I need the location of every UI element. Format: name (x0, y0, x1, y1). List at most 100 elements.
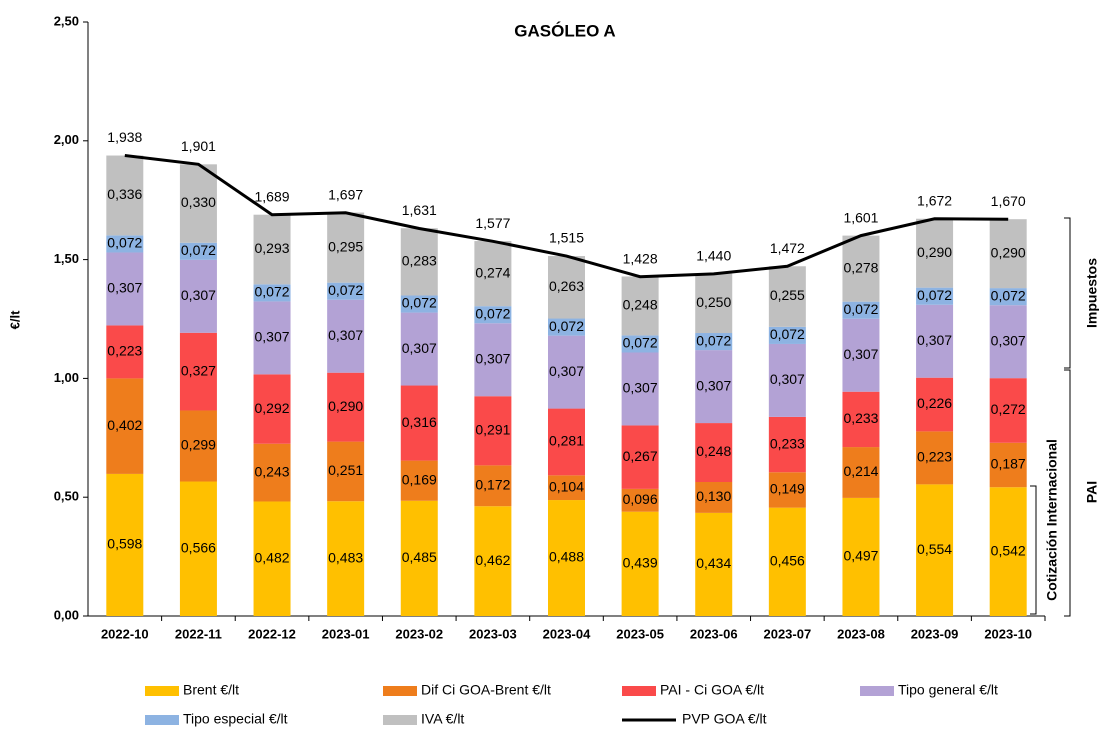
bar-segment (916, 218, 954, 288)
line-value-label: 1,631 (402, 202, 437, 218)
bar-segment (179, 259, 217, 333)
value-label: 0,169 (402, 471, 437, 487)
bar-segment (621, 335, 659, 353)
line-value-label: 1,440 (696, 248, 731, 264)
value-label: 0,072 (181, 242, 216, 258)
value-label: 0,554 (917, 541, 952, 557)
y-tick-label: 2,50 (54, 13, 79, 28)
value-label: 0,316 (402, 414, 437, 430)
line-value-label: 1,428 (623, 250, 658, 266)
value-label: 0,072 (843, 301, 878, 317)
value-label: 0,072 (255, 284, 290, 300)
value-label: 0,290 (917, 244, 952, 260)
bar-segment (179, 332, 217, 411)
bar-segment (842, 391, 880, 448)
value-label: 0,283 (402, 253, 437, 269)
x-tick-label: 2022-11 (175, 626, 222, 641)
value-label: 0,072 (917, 287, 952, 303)
value-label: 0,223 (107, 343, 142, 359)
value-label: 0,434 (696, 555, 731, 571)
value-label: 0,290 (328, 398, 363, 414)
bracket (1064, 217, 1071, 369)
bar-segment (989, 219, 1027, 289)
bracket (1064, 369, 1071, 617)
annotation: Cotización Internacional (1044, 439, 1060, 601)
value-label: 0,149 (770, 481, 805, 497)
y-tick-label: 0,50 (54, 489, 79, 504)
bar-segment (916, 431, 954, 485)
value-label: 0,462 (475, 552, 510, 568)
value-label: 0,281 (549, 433, 584, 449)
bar-segment (253, 214, 291, 285)
bar-segment (989, 442, 1027, 488)
bar-segment (548, 475, 585, 501)
bar-segment (474, 465, 512, 507)
bar-segment (621, 425, 659, 489)
annotation: Impuestos (1084, 258, 1099, 328)
value-label: 0,248 (696, 443, 731, 459)
line-value-label: 1,515 (549, 230, 584, 246)
bar-segment (695, 481, 733, 513)
legend-label: Tipo especial €/lt (183, 711, 288, 727)
bar-segment (621, 488, 659, 512)
value-label: 0,307 (843, 346, 878, 362)
line-value-label: 1,697 (328, 186, 363, 202)
value-label: 0,327 (181, 362, 216, 378)
value-label: 0,307 (696, 377, 731, 393)
value-label: 0,096 (623, 491, 658, 507)
bar-segment (548, 256, 585, 319)
bar-segment (916, 377, 954, 432)
bar-segment (989, 378, 1027, 443)
value-label: 0,272 (991, 401, 1026, 417)
value-label: 0,072 (328, 282, 363, 298)
bar-segment (327, 212, 365, 283)
x-tick-label: 2023-02 (395, 626, 443, 641)
line-value-label: 1,577 (475, 215, 510, 231)
line-value-label: 1,689 (255, 188, 290, 204)
bar-segment (548, 500, 585, 616)
value-label: 0,243 (255, 463, 290, 479)
line-value-label: 1,901 (181, 138, 216, 154)
legend-swatch (145, 686, 179, 696)
bracket (1030, 485, 1037, 615)
bar-segment (400, 228, 438, 296)
legend-swatch (860, 686, 894, 696)
bar-segment (179, 481, 217, 616)
legend-swatch (622, 686, 656, 696)
value-label: 0,223 (917, 449, 952, 465)
value-label: 0,072 (475, 305, 510, 321)
legend-swatch (383, 715, 417, 725)
value-label: 0,482 (255, 549, 290, 565)
value-label: 0,542 (991, 542, 1026, 558)
bar-segment (179, 242, 217, 260)
value-label: 0,291 (475, 421, 510, 437)
x-tick-label: 2023-10 (984, 626, 1032, 641)
value-label: 0,307 (623, 380, 658, 396)
bar-segment (989, 288, 1027, 306)
bar-segment (842, 235, 880, 302)
value-label: 0,072 (623, 335, 658, 351)
x-tick-label: 2022-10 (101, 626, 149, 641)
line-value-label: 1,670 (991, 193, 1026, 209)
value-label: 0,292 (255, 400, 290, 416)
bar-segment (106, 235, 144, 253)
value-label: 0,483 (328, 549, 363, 565)
bar-segment (253, 501, 291, 616)
bar-segment (916, 304, 954, 378)
annotation: PAI (1084, 481, 1099, 503)
bar-segment (106, 473, 144, 616)
bar-segment (327, 282, 365, 300)
bar-segment (842, 497, 880, 616)
value-label: 0,248 (623, 297, 658, 313)
legend-label: Brent €/lt (183, 682, 239, 698)
value-label: 0,233 (843, 410, 878, 426)
value-label: 0,072 (107, 235, 142, 251)
value-label: 0,488 (549, 549, 584, 565)
y-tick-label: 2,00 (54, 132, 79, 147)
value-label: 0,072 (991, 287, 1026, 303)
bar-segment (695, 423, 733, 482)
y-tick-label: 1,00 (54, 370, 79, 385)
value-label: 0,130 (696, 488, 731, 504)
bar-segment (106, 325, 144, 379)
x-tick-label: 2023-04 (543, 626, 591, 641)
